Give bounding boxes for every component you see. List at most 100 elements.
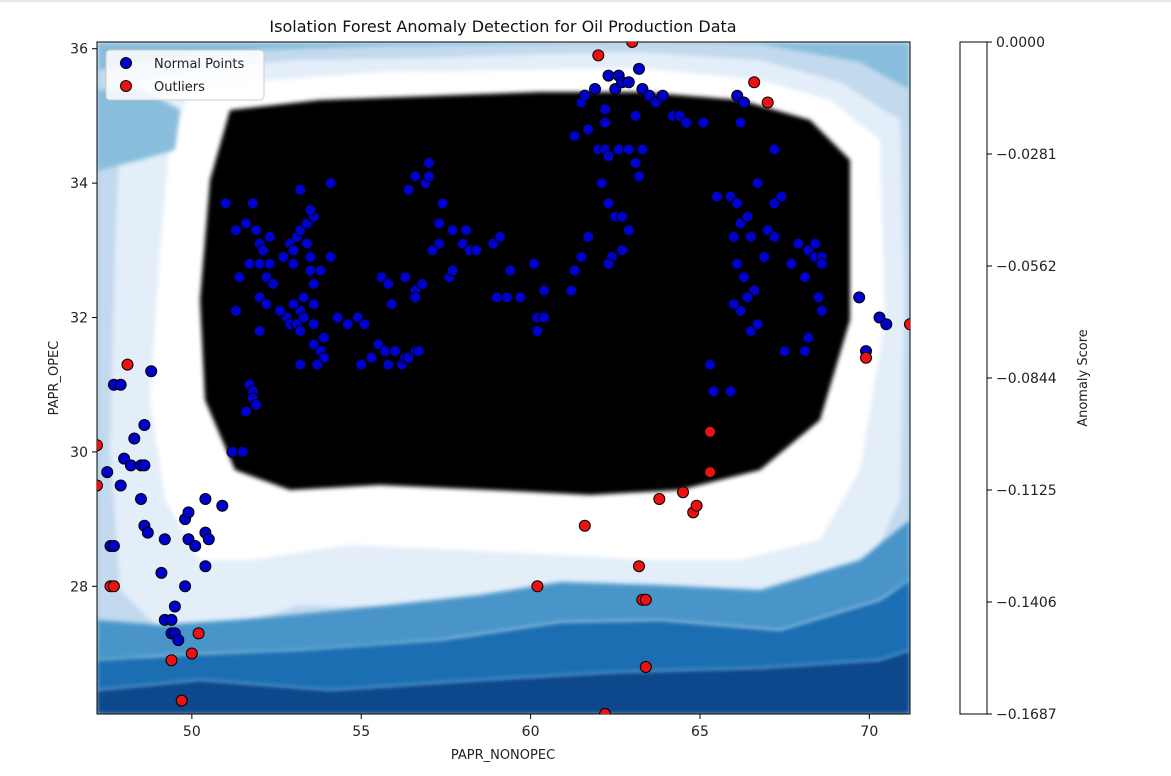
normal-point xyxy=(785,257,798,270)
normal-point xyxy=(768,143,781,156)
normal-point xyxy=(778,345,791,358)
normal-point xyxy=(751,318,764,331)
normal-point xyxy=(155,566,168,579)
normal-point xyxy=(294,358,307,371)
normal-point xyxy=(741,291,754,304)
y-tick-label: 30 xyxy=(70,445,88,461)
outlier-point xyxy=(578,519,591,532)
normal-point xyxy=(792,237,805,250)
y-tick-label: 32 xyxy=(70,311,88,327)
normal-point xyxy=(304,204,317,216)
normal-point xyxy=(199,560,212,573)
normal-point xyxy=(656,89,669,102)
normal-point xyxy=(744,230,757,243)
x-tick-label: 70 xyxy=(860,724,878,740)
outlier-point xyxy=(860,351,872,364)
normal-point xyxy=(602,197,615,210)
y-tick-label: 28 xyxy=(70,579,88,595)
normal-point xyxy=(382,277,395,290)
normal-point xyxy=(460,224,473,237)
normal-point xyxy=(622,224,635,237)
normal-point xyxy=(219,197,232,210)
normal-point xyxy=(236,445,249,458)
normal-point xyxy=(382,358,395,371)
normal-point xyxy=(724,385,737,398)
normal-point xyxy=(565,284,578,297)
chart-title: Isolation Forest Anomaly Detection for O… xyxy=(269,17,736,36)
x-tick-label: 55 xyxy=(352,724,370,740)
normal-point xyxy=(697,116,710,129)
legend-box xyxy=(105,49,265,101)
x-axis: 50 55 60 65 70 xyxy=(183,714,878,740)
outlier-points-series xyxy=(97,42,910,714)
contour-level-2b xyxy=(97,520,910,660)
normal-point xyxy=(165,613,178,626)
normal-point xyxy=(680,116,693,129)
x-tick-label: 50 xyxy=(183,724,201,740)
normal-point xyxy=(602,150,615,163)
normal-point xyxy=(324,251,337,263)
x-axis-label: PAPR_NONOPEC xyxy=(451,748,555,763)
normal-point xyxy=(633,170,645,183)
legend-normal-marker xyxy=(120,57,132,69)
normal-point xyxy=(128,432,141,445)
normal-point xyxy=(263,230,276,243)
normal-point xyxy=(446,224,459,237)
normal-point xyxy=(287,244,300,257)
normal-point xyxy=(273,304,286,317)
outlier-point xyxy=(639,593,652,606)
normal-point xyxy=(412,345,425,358)
normal-point xyxy=(229,224,242,237)
normal-point xyxy=(318,331,330,344)
colorbar-tick-label: −0.1687 xyxy=(996,707,1057,723)
colorbar-tick-label: −0.0562 xyxy=(996,259,1057,275)
y-axis-label: PAPR_OPEC xyxy=(47,341,62,416)
legend: Normal Points Outliers xyxy=(105,49,265,101)
normal-point xyxy=(423,170,435,183)
normal-point xyxy=(389,345,402,358)
normal-point xyxy=(311,358,324,371)
normal-point xyxy=(622,76,635,89)
normal-point xyxy=(602,69,615,82)
normal-point xyxy=(304,251,317,263)
normal-point xyxy=(538,311,551,324)
normal-point xyxy=(710,190,723,203)
normal-point xyxy=(138,459,151,472)
normal-point xyxy=(568,264,581,277)
normal-point xyxy=(358,318,371,331)
normal-point xyxy=(426,244,439,257)
normal-point xyxy=(287,298,300,311)
normal-point xyxy=(731,197,744,210)
normal-point xyxy=(582,123,595,136)
normal-point xyxy=(135,493,147,505)
normal-point xyxy=(141,526,154,539)
colorbar-label: Anomaly Score xyxy=(1076,329,1091,427)
normal-point xyxy=(246,197,259,210)
outlier-point xyxy=(704,425,717,438)
normal-point xyxy=(229,304,242,317)
normal-point xyxy=(114,479,127,492)
outlier-point xyxy=(904,318,910,331)
normal-point xyxy=(799,271,811,284)
normal-point xyxy=(124,459,137,472)
normal-point xyxy=(629,109,642,122)
normal-point xyxy=(815,257,828,270)
outlier-point xyxy=(639,661,652,673)
normal-point xyxy=(294,325,307,337)
outlier-point xyxy=(748,76,761,89)
outlier-point xyxy=(175,694,188,707)
normal-point xyxy=(809,237,822,250)
normal-point xyxy=(582,230,595,243)
x-tick-label: 65 xyxy=(691,724,709,740)
normal-point xyxy=(253,257,266,270)
normal-point xyxy=(402,183,415,196)
normal-point xyxy=(138,419,151,431)
outlier-point xyxy=(121,358,134,371)
colorbar-tick-label: −0.0281 xyxy=(996,147,1057,163)
normal-point xyxy=(243,257,256,270)
normal-point xyxy=(307,277,320,290)
normal-point xyxy=(436,197,449,210)
legend-outlier-label: Outliers xyxy=(154,80,205,95)
normal-point xyxy=(324,177,337,190)
normal-point xyxy=(240,217,252,230)
